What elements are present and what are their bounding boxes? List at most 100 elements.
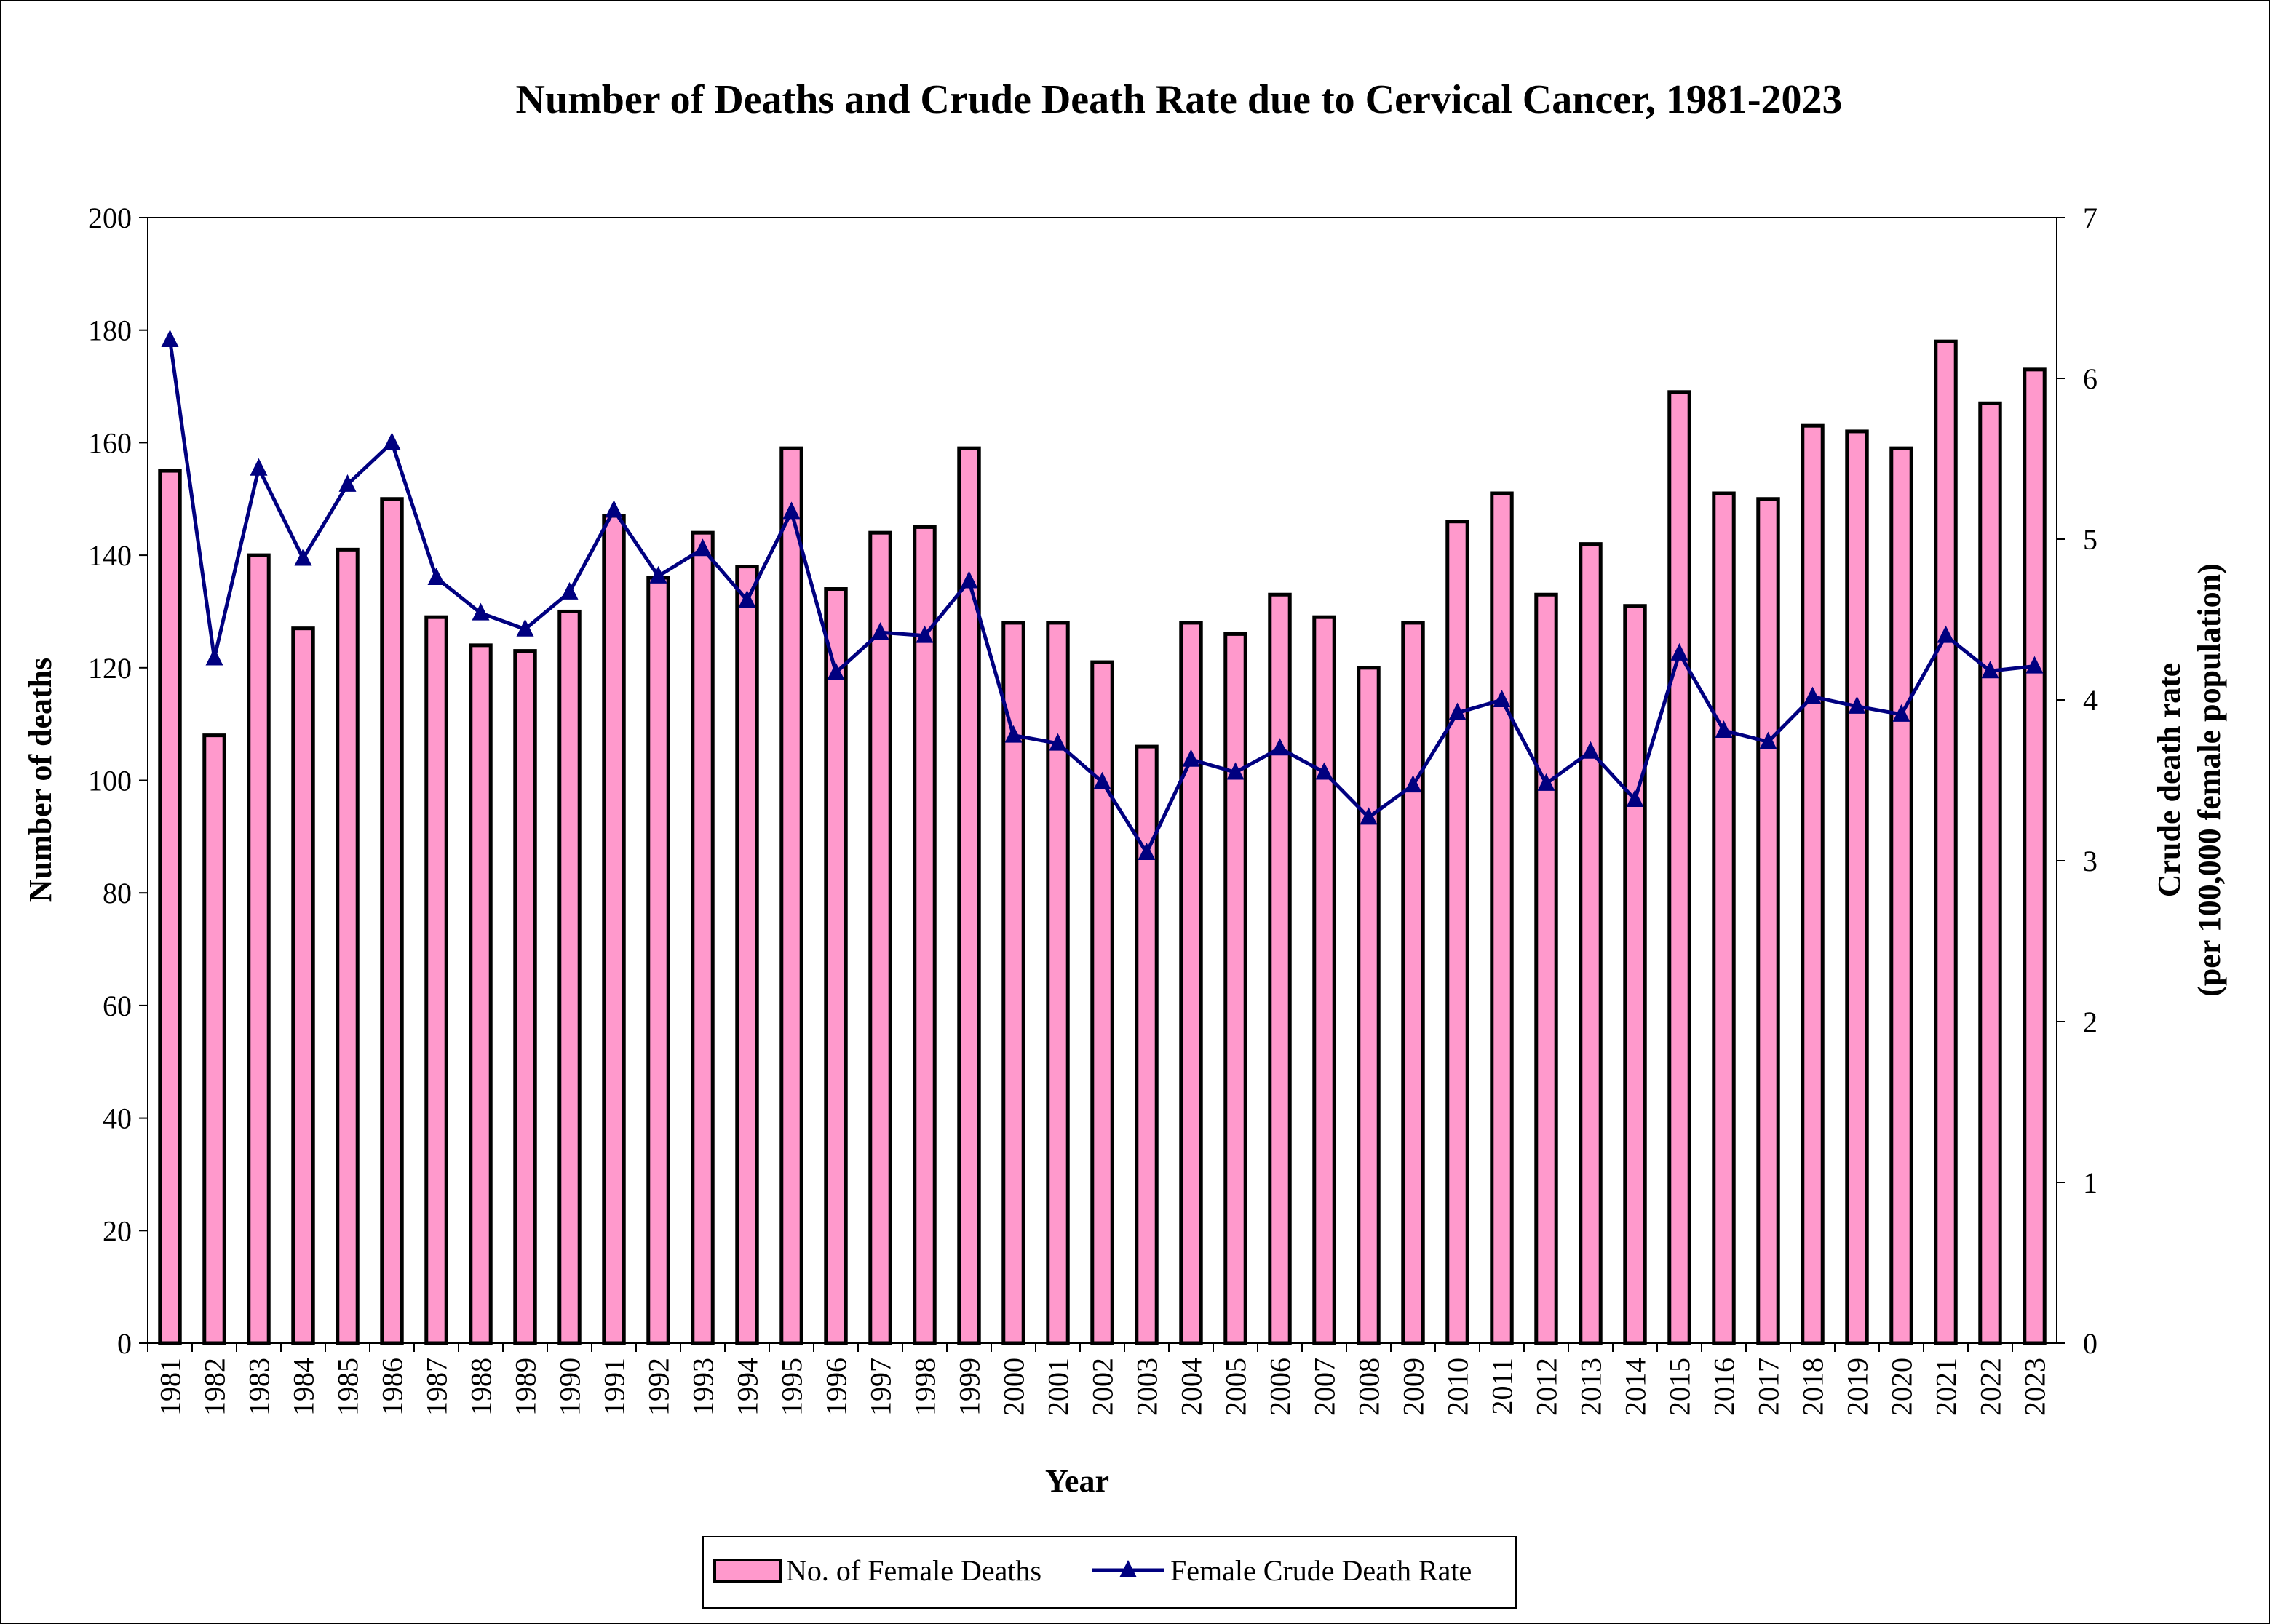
x-axis-label: Year	[1045, 1463, 1109, 1499]
bar-2001	[1046, 621, 1070, 1345]
x-tick-label: 2000	[998, 1358, 1031, 1416]
y-tick-label: 40	[103, 1102, 132, 1135]
bar-1995	[779, 446, 803, 1345]
y-tick-label: 160	[88, 426, 132, 459]
bar-2014	[1623, 604, 1647, 1345]
rate-point-1991	[605, 500, 623, 518]
bar-1994	[735, 565, 759, 1345]
x-tick-label: 2008	[1353, 1358, 1386, 1416]
rate-point-2016	[1715, 720, 1733, 738]
y2-tick-label: 5	[2083, 523, 2098, 556]
rate-point-2020	[1892, 704, 1910, 722]
chart-title: Number of Deaths and Crude Death Rate du…	[516, 77, 1843, 122]
x-tick-label: 2016	[1708, 1358, 1741, 1416]
y2-axis-label-line1: Crude death rate	[2151, 663, 2187, 898]
x-tick-label: 2010	[1442, 1358, 1475, 1416]
bar-2005	[1223, 632, 1247, 1345]
legend-triangle-marker-icon	[1119, 1560, 1137, 1577]
x-tick-label: 2007	[1309, 1358, 1341, 1416]
rate-point-1982	[205, 648, 223, 666]
rate-point-2019	[1848, 696, 1866, 714]
bar-2022	[1978, 401, 2002, 1345]
x-tick-label: 1989	[509, 1358, 542, 1416]
y2-tick-label: 7	[2083, 202, 2098, 234]
bar-2007	[1312, 615, 1336, 1345]
bar-2017	[1756, 497, 1780, 1345]
x-tick-label: 2023	[2019, 1358, 2052, 1416]
rate-point-1985	[338, 474, 357, 492]
bar-2003	[1135, 744, 1159, 1345]
bar-1997	[868, 530, 892, 1345]
x-tick-label: 1992	[643, 1358, 675, 1416]
bar-1991	[602, 514, 626, 1345]
x-tick-label: 1994	[731, 1358, 764, 1416]
x-tick-label: 1984	[287, 1358, 320, 1416]
x-tick-label: 1993	[687, 1358, 720, 1416]
rate-point-2002	[1093, 771, 1111, 789]
rate-point-2014	[1626, 789, 1644, 808]
x-tick-label: 2004	[1175, 1358, 1208, 1416]
x-tick-label: 2013	[1575, 1358, 1608, 1416]
y-tick-label: 120	[88, 652, 132, 685]
bar-2009	[1401, 621, 1425, 1345]
x-tick-label: 2006	[1264, 1358, 1297, 1416]
rate-point-1987	[427, 568, 445, 586]
legend-bar-label: No. of Female Deaths	[786, 1554, 1041, 1587]
rate-point-1992	[649, 565, 667, 584]
bar-1993	[691, 530, 715, 1345]
rate-point-1995	[782, 501, 801, 520]
y-axis-label: Number of deaths	[23, 658, 58, 903]
y-tick-label: 0	[117, 1327, 132, 1360]
rate-point-2010	[1448, 702, 1467, 720]
bar-2021	[1934, 339, 1958, 1345]
rate-point-1993	[694, 538, 712, 557]
rate-point-2011	[1493, 690, 1511, 707]
bar-2000	[1001, 621, 1025, 1345]
rate-point-2006	[1271, 738, 1289, 756]
legend: No. of Female Deaths Female Crude Death …	[702, 1536, 1517, 1609]
rate-point-1988	[472, 602, 490, 621]
bar-1984	[291, 626, 315, 1345]
y-tick-label: 60	[103, 990, 132, 1022]
rate-point-1996	[827, 662, 845, 680]
bar-2020	[1889, 446, 1913, 1345]
bar-2015	[1667, 390, 1691, 1345]
rate-point-2021	[1937, 625, 1955, 643]
bar-1998	[913, 525, 937, 1345]
rate-point-1990	[560, 581, 579, 600]
x-tick-label: 2021	[1930, 1358, 1963, 1416]
bar-2012	[1534, 592, 1558, 1345]
rate-point-1994	[738, 589, 756, 608]
rate-point-2007	[1315, 762, 1333, 780]
x-tick-label: 2015	[1664, 1358, 1696, 1416]
rate-point-1981	[161, 329, 179, 347]
x-tick-label: 1983	[243, 1358, 276, 1416]
x-tick-label: 2018	[1797, 1358, 1830, 1416]
bar-1999	[957, 446, 981, 1345]
x-tick-label: 2012	[1531, 1358, 1563, 1416]
legend-bar-swatch	[713, 1559, 782, 1583]
rate-point-2000	[1004, 725, 1023, 743]
x-tick-label: 2019	[1841, 1358, 1874, 1416]
legend-box	[702, 1536, 1517, 1609]
y-tick-label: 140	[88, 539, 132, 572]
y2-tick-label: 6	[2083, 362, 2098, 395]
x-tick-label: 2005	[1220, 1358, 1253, 1416]
rate-point-2015	[1670, 642, 1688, 661]
y-tick-label: 100	[88, 765, 132, 797]
x-tick-label: 2014	[1619, 1358, 1652, 1416]
x-tick-label: 1991	[598, 1358, 631, 1416]
x-tick-label: 1981	[154, 1358, 187, 1416]
bar-2006	[1268, 592, 1292, 1345]
x-tick-label: 1985	[332, 1358, 365, 1416]
rate-point-2005	[1226, 762, 1245, 780]
bar-2023	[2023, 367, 2047, 1345]
bar-1990	[557, 609, 582, 1345]
x-tick-label: 1995	[776, 1358, 809, 1416]
bar-1986	[380, 497, 404, 1345]
bar-2018	[1801, 423, 1825, 1345]
rate-point-2017	[1759, 731, 1777, 749]
rate-point-2004	[1182, 749, 1200, 767]
rate-point-1986	[383, 432, 401, 450]
x-tick-label: 1987	[421, 1358, 453, 1416]
